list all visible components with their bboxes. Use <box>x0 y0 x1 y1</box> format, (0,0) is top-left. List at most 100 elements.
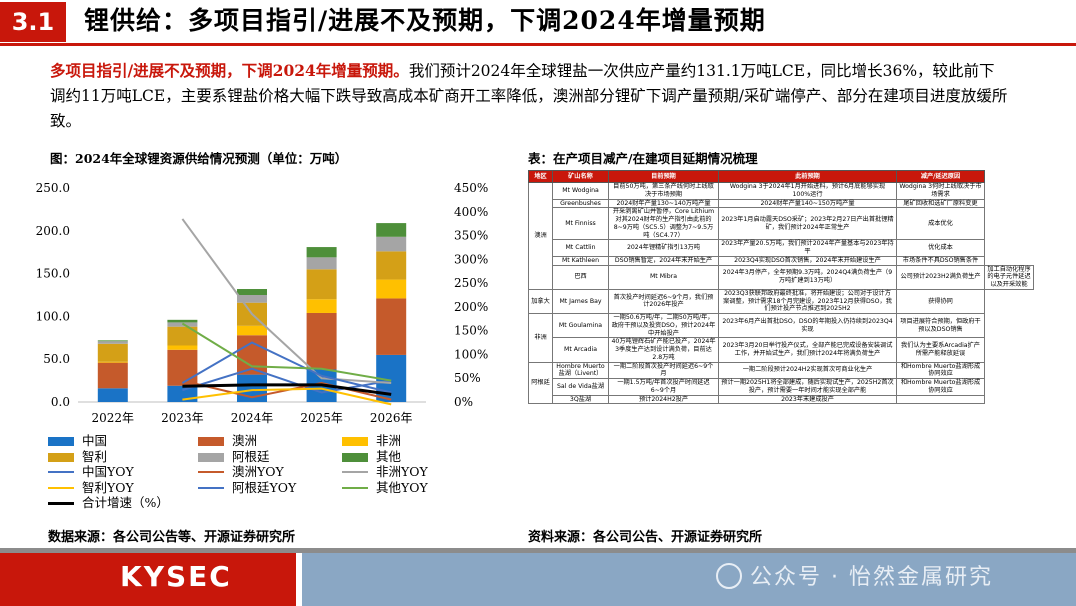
legend-swatch <box>198 486 224 489</box>
table-row: Greenbushes 2024财年产量130~140万吨产量 2024财年产量14… <box>529 198 1034 209</box>
bar <box>376 236 407 252</box>
table-source: 资料来源：各公司公告、开源证券研究所 <box>528 530 763 545</box>
table-cell-previous: 预计一期2025H1将全部建成，随后实现试生产，2025H2首次投产，预计需要一… <box>718 378 897 396</box>
table-cell-reason: 获得协同 <box>896 288 985 315</box>
table-cell-mine: Mt Goulamina <box>552 312 609 339</box>
table-cell-mine: Mt Cattlin <box>552 239 609 257</box>
table-cell-mine: Greenbushes <box>552 198 609 209</box>
table-row: 澳洲 Mt Wodgina 目前50万吨，第三条产线何时上线取决于市场预期 Wodgi… <box>528 182 1034 290</box>
table-title: 表：在产项目减产/在建项目延期情况梳理 <box>528 151 758 166</box>
legend-swatch <box>342 471 368 473</box>
bar <box>376 298 407 355</box>
table-cell-previous: 2023年产量20.5万吨，我们预计2024年产量基本与2023年持平 <box>718 239 897 257</box>
legend-label: 中国YOY <box>82 464 134 479</box>
x-tick-label: 2026年 <box>370 411 413 425</box>
legend-label: 智利YOY <box>82 479 134 495</box>
table-cell-current: DSO销售暂定，2024年末开始生产 <box>608 255 719 266</box>
table-cell-mine: Mt Arcadia <box>552 337 609 363</box>
legend-swatch <box>48 471 74 473</box>
table-cell-region: 非洲 <box>528 313 553 363</box>
table-cell-previous: 公司预计2023H2满负荷生产 <box>896 264 985 290</box>
legend-label: 阿根廷 <box>232 448 270 464</box>
table-cell-reason: 加工自动化程序的电子元件延迟以及开采效能 <box>984 264 1034 290</box>
table-cell-reason: 优化成本 <box>896 239 985 257</box>
table-header-cell: 减产/延迟原因 <box>896 170 985 183</box>
legend-swatch <box>48 502 74 505</box>
summary-body: 我们预计2024年全球锂盐一次供应产量约131.1万吨LCE，同比增长36%，较… <box>50 62 1008 130</box>
table-cell-reason: Wodgina 3何时上线取决于市场需求 <box>896 182 985 200</box>
x-tick-label: 2022年 <box>92 411 135 425</box>
y2-tick-label: 100% <box>454 347 488 361</box>
y-tick-label: 250.0 <box>36 181 70 195</box>
y2-tick-label: 300% <box>454 252 488 266</box>
bar <box>167 349 198 386</box>
header: 3.1 锂供给：多项目指引/进展不及预期，下调2024年增量预期 <box>0 0 1076 46</box>
table-cell-previous: 2024财年产量140~150万吨产量 <box>718 198 897 209</box>
table-header-cell: 地区 <box>528 170 553 183</box>
table-cell-mine: Mt Wodgina <box>552 182 609 200</box>
table-header-row: 地区 矿山名称 目前预期 此前预期 减产/延迟原因 <box>528 170 1034 183</box>
table-row: 加拿大 Mt James Bay 首次投产时间延迟6~9个月，我们预计2026年投产… <box>528 288 1034 315</box>
table-cell-current: 首次投产时间延迟6~9个月，我们预计2026年投产 <box>608 288 719 315</box>
brand-logo: KYSEC <box>0 548 296 606</box>
footer-top-rule <box>0 548 1076 553</box>
table-header-cell: 目前预期 <box>608 170 719 183</box>
legend-label: 非洲YOY <box>376 464 428 479</box>
bar <box>306 269 337 300</box>
table-cell-previous: 2023年3月20日举行投产仪式，全部产能已完成设备安装调试工作，并开始试生产，… <box>718 337 897 363</box>
legend-swatch <box>48 452 74 462</box>
footer-band <box>302 553 1076 606</box>
bar <box>376 251 407 280</box>
legend-swatch <box>342 486 368 489</box>
bar <box>167 326 198 346</box>
wechat-icon <box>716 563 742 589</box>
table-row: 巴西 Mt Mibra 2024年3月停产，全年预期9.3万吨，2024Q4满负荷生… <box>529 264 1034 290</box>
table-cell-current: 40万吨锂辉石矿产能已投产，2024年3季度生产达到设计满负荷，目前达2.8万吨 <box>608 337 719 363</box>
bar <box>306 312 337 370</box>
bar <box>376 279 407 299</box>
supply-chart: 0.0 50.0 100.0 150.0 200.0 250.0 0% 50% 100% 150%… <box>36 181 489 425</box>
table-row: Mt Finniss 开采剥离矿山并暂停，Core Lithium对其2024财年… <box>529 207 1034 241</box>
table-row: Mt Cattlin 2024年锂精矿指引13万吨 2023年产量20.5万吨，我们… <box>529 239 1034 257</box>
table-cell-mine: Mt Kathleen <box>552 255 609 266</box>
table-cell-current: 2024年锂精矿指引13万吨 <box>608 239 719 257</box>
series-line <box>181 322 392 382</box>
bar <box>97 361 128 363</box>
table-cell-reason: 成本优化 <box>896 207 985 241</box>
table-cell-mine: Sal de Vida盐湖 <box>552 378 609 396</box>
header-divider <box>0 43 1076 46</box>
legend-label: 智利 <box>82 448 108 464</box>
table-row: 3Q盐湖 预计2024H2投产 2023年末建成投产 <box>529 394 1034 405</box>
table-body: 澳洲 Mt Wodgina 目前50万吨，第三条产线何时上线取决于市场预期 Wodgi… <box>528 182 1034 405</box>
table-cell-reason: 项目进展符合预期，但政府干预以及DSO销售 <box>896 312 985 339</box>
summary-highlight: 多项目指引/进展不及预期，下调2024年增量预期。 <box>50 61 409 80</box>
table-cell-current: 一期1.5万吨/年首次投产时间延迟6~9个月 <box>608 378 719 396</box>
y2-tick-label: 0% <box>454 395 473 409</box>
y2-tick-label: 150% <box>454 324 488 338</box>
table-cell-current: 目前50万吨，第三条产线何时上线取决于市场预期 <box>608 182 719 200</box>
bar <box>167 345 198 350</box>
y-tick-label: 150.0 <box>36 267 70 281</box>
table-header-cell: 此前预期 <box>718 170 897 183</box>
y2-tick-label: 200% <box>454 300 488 314</box>
table-cell-current: 2024财年产量130~140万吨产量 <box>608 198 719 209</box>
table-cell-region: 阿根廷 <box>528 361 553 405</box>
bar <box>306 257 337 270</box>
x-tick-label: 2024年 <box>231 411 274 425</box>
table-cell-previous: 一期二阶段预计2024H2实现首次可商业化生产 <box>718 361 897 379</box>
legend-swatch <box>48 486 74 489</box>
page-title: 锂供给：多项目指引/进展不及预期，下调2024年增量预期 <box>84 6 766 35</box>
chart-source: 数据来源：各公司公告等、开源证券研究所 <box>48 530 296 545</box>
series-line <box>182 387 392 406</box>
watermark-text: 公众号 · 怡然金属研究 <box>750 565 993 590</box>
table-cell-reason: 市场条件不具DSO销售条件 <box>896 255 985 266</box>
legend-label: 阿根廷YOY <box>232 479 297 495</box>
table-row: Sal de Vida盐湖 一期1.5万吨/年首次投产时间延迟6~9个月 预计一期2… <box>529 378 1034 396</box>
table-cell-current: 预计2024H2投产 <box>608 394 719 405</box>
table-row: Mt Kathleen DSO销售暂定，2024年末开始生产 2023Q4实现DSO… <box>529 255 1034 266</box>
bar <box>306 247 337 258</box>
y2-tick-label: 250% <box>454 276 488 290</box>
legend-swatch <box>342 452 368 462</box>
table-cell-reason: 和Hombre Muerto盐湖形成协同效应 <box>896 378 985 396</box>
y-tick-label: 200.0 <box>36 224 70 238</box>
